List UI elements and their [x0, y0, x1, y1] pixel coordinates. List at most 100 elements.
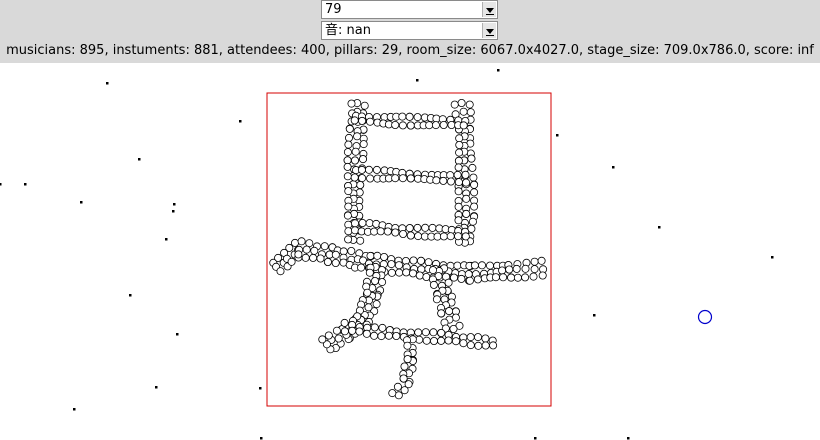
musician-marker: [343, 148, 352, 157]
musician-marker: [387, 268, 396, 277]
musician-marker: [350, 219, 359, 228]
musician-marker: [485, 261, 494, 270]
musician-marker: [530, 257, 539, 266]
attendee-dot: [497, 69, 500, 72]
musician-marker: [334, 334, 343, 343]
musician-marker: [462, 194, 471, 203]
attendee-dot: [172, 210, 175, 213]
stats-line: musicians: 895, instuments: 881, attende…: [6, 43, 814, 58]
musician-marker: [398, 121, 407, 130]
musician-marker: [445, 307, 454, 316]
musician-marker: [348, 326, 357, 335]
musician-marker: [432, 295, 441, 304]
musician-marker: [409, 256, 418, 265]
musician-marker: [356, 181, 365, 190]
musician-marker: [455, 148, 464, 157]
musician-marker: [393, 382, 402, 391]
musician-marker: [358, 218, 367, 227]
musician-marker: [388, 389, 397, 398]
musician-marker: [399, 374, 408, 383]
musician-marker: [347, 99, 356, 108]
musician-marker: [359, 140, 368, 149]
musician-marker: [529, 272, 538, 281]
musician-marker: [310, 246, 319, 255]
musician-marker: [454, 163, 463, 172]
musician-marker: [537, 256, 546, 265]
musician-marker: [451, 313, 460, 322]
musician-marker: [376, 227, 385, 236]
musician-marker: [455, 141, 464, 150]
musician-marker: [344, 187, 353, 196]
musician-marker: [340, 318, 349, 327]
musician-marker: [370, 276, 379, 285]
musician-marker: [358, 174, 367, 183]
musician-marker: [457, 274, 466, 283]
musician-marker: [322, 340, 331, 349]
musician-marker: [489, 341, 498, 350]
musician-marker: [468, 163, 477, 172]
attendee-dot: [138, 158, 141, 161]
dropdown-arrow-icon[interactable]: [482, 23, 496, 38]
musician-marker: [403, 341, 412, 350]
musician-marker: [344, 133, 353, 142]
stage-rect: [266, 92, 552, 407]
musician-marker: [403, 355, 412, 364]
musician-marker: [301, 253, 310, 262]
problem-select[interactable]: 79: [321, 0, 498, 19]
musician-marker: [469, 173, 478, 182]
musician-marker: [462, 178, 471, 187]
musician-marker: [454, 156, 463, 165]
musician-marker: [505, 265, 514, 274]
musician-marker: [437, 336, 446, 345]
musicians-layer: [269, 99, 548, 400]
musician-marker: [507, 273, 516, 282]
musician-marker: [421, 223, 430, 232]
musician-marker: [370, 227, 379, 236]
musician-marker: [351, 147, 360, 156]
musician-marker: [402, 268, 411, 277]
musician-marker: [398, 174, 407, 183]
musician-marker: [362, 329, 371, 338]
musician-marker: [446, 232, 455, 241]
musician-marker: [453, 170, 462, 179]
musician-marker: [287, 257, 296, 266]
musician-marker: [384, 331, 393, 340]
musician-marker: [468, 217, 477, 226]
musician-marker: [491, 273, 500, 282]
musician-marker: [408, 269, 417, 278]
attendee-dot: [106, 82, 109, 85]
room-canvas[interactable]: [0, 63, 820, 440]
musician-marker: [405, 112, 414, 121]
musician-marker: [364, 303, 373, 312]
dropdown-arrow-icon[interactable]: [482, 2, 496, 17]
musician-marker: [364, 165, 373, 174]
musician-marker: [399, 229, 408, 238]
musician-marker: [477, 261, 486, 270]
musician-marker: [465, 276, 474, 285]
musician-marker: [538, 271, 547, 280]
musician-marker: [377, 332, 386, 341]
musician-marker: [360, 101, 369, 110]
attendee-dot: [627, 437, 630, 440]
mode-select[interactable]: 音: nan: [321, 21, 498, 40]
musician-marker: [467, 154, 476, 163]
musician-marker: [372, 165, 381, 174]
musician-marker: [513, 273, 522, 282]
musician-marker: [324, 331, 333, 340]
musician-marker: [302, 245, 311, 254]
musician-marker: [437, 328, 446, 337]
musician-marker: [473, 333, 482, 342]
attendee-dot: [239, 120, 242, 123]
attendee-dot: [612, 166, 615, 169]
musician-marker: [454, 187, 463, 196]
musician-marker: [366, 174, 375, 183]
musician-marker: [466, 333, 475, 342]
musician-marker: [331, 250, 340, 259]
musician-marker: [395, 268, 404, 277]
musician-marker: [466, 108, 475, 117]
musician-marker: [425, 121, 434, 130]
attendee-dot: [259, 387, 262, 390]
musician-marker: [398, 112, 407, 121]
musician-marker: [344, 235, 353, 244]
musician-marker: [431, 121, 440, 130]
